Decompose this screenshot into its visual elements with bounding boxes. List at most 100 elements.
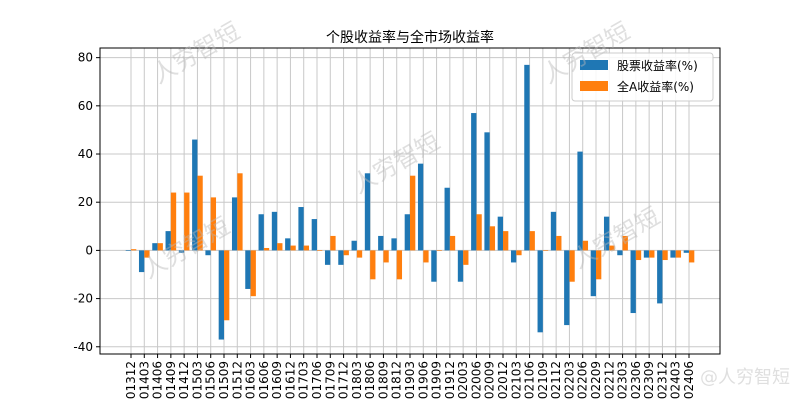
x-tick-label: 201312 <box>124 361 138 400</box>
bar-stock-return <box>590 250 596 297</box>
legend-label: 股票收益率(%) <box>617 58 698 73</box>
bar-stock-return <box>138 250 145 273</box>
bar-stock-return <box>550 211 557 251</box>
x-tick-label: 201609 <box>270 361 284 400</box>
x-tick-label: 202303 <box>616 361 630 400</box>
bar-stock-return <box>152 243 158 251</box>
x-tick-label: 201809 <box>376 361 390 400</box>
x-tick-label: 202203 <box>562 361 576 400</box>
x-tick-label: 201709 <box>323 361 337 400</box>
bar-stock-return <box>245 250 251 289</box>
bar-market-return <box>317 250 323 251</box>
x-tick-label: 201612 <box>283 361 297 400</box>
bar-stock-return <box>683 250 689 253</box>
bar-stock-return <box>564 250 570 326</box>
bar-stock-return <box>324 250 331 265</box>
bar-series <box>125 64 695 340</box>
bar-stock-return <box>484 132 490 251</box>
x-tick-label: 201509 <box>217 361 231 400</box>
x-tick-label: 201909 <box>430 361 444 400</box>
y-tick-label: -20 <box>73 292 93 306</box>
bar-market-return <box>503 231 509 251</box>
x-tick-label: 201906 <box>416 361 430 400</box>
bar-stock-return <box>351 240 357 251</box>
bar-stock-return <box>457 250 464 282</box>
x-tick-label: 201706 <box>310 361 324 400</box>
bar-market-return <box>356 250 363 258</box>
bar-stock-return <box>125 250 131 251</box>
chart-title: 个股收益率与全市场收益率 <box>326 29 494 46</box>
bar-market-return <box>635 250 642 261</box>
x-tick-label: 201403 <box>137 361 151 400</box>
legend-label: 全A收益率(%) <box>617 79 694 94</box>
bar-stock-return <box>298 207 304 251</box>
bar-stock-return <box>285 238 291 251</box>
bar-stock-return <box>258 214 264 251</box>
bar-market-return <box>144 250 150 258</box>
y-tick-label: 80 <box>78 51 93 65</box>
y-tick-label: 0 <box>85 243 93 257</box>
bar-market-return <box>689 250 695 263</box>
bar-market-return <box>662 250 668 261</box>
x-tick-label: 202103 <box>509 361 523 400</box>
watermark-text: 人穷智短 <box>347 127 444 199</box>
bar-market-return <box>622 235 628 251</box>
bar-stock-return <box>497 216 503 251</box>
x-tick-label: 201406 <box>151 361 165 400</box>
bar-stock-return <box>431 250 437 282</box>
bar-stock-return <box>165 231 171 251</box>
bar-market-return <box>449 235 456 251</box>
bar-market-return <box>436 250 442 251</box>
x-tick-label: 201512 <box>230 361 244 400</box>
x-tick-label: 202206 <box>576 361 590 400</box>
x-tick-label: 202403 <box>669 361 683 400</box>
y-tick-label: 40 <box>78 147 93 161</box>
x-tick-label: 202306 <box>629 361 643 400</box>
bar-stock-return <box>444 187 450 251</box>
bar-market-return <box>649 250 655 258</box>
y-tick-label: 20 <box>78 195 93 209</box>
bar-stock-return <box>378 235 384 251</box>
bar-stock-return <box>643 250 650 258</box>
bar-stock-return <box>524 64 530 251</box>
bar-stock-return <box>311 219 317 251</box>
x-tick-label: 201812 <box>390 361 404 400</box>
bar-stock-return <box>404 214 410 251</box>
x-tick-label: 202009 <box>483 361 497 400</box>
bar-stock-return <box>338 250 344 265</box>
x-tick-label: 201412 <box>177 361 191 400</box>
bar-stock-return <box>271 211 278 251</box>
legend-swatch <box>580 60 608 70</box>
bar-market-return <box>224 250 230 321</box>
bar-market-return <box>596 250 602 280</box>
bar-market-return <box>277 243 283 251</box>
bar-stock-return <box>192 139 198 251</box>
x-tick-label: 201409 <box>164 361 178 400</box>
bar-stock-return <box>577 151 583 251</box>
x-tick-label: 201506 <box>204 361 218 400</box>
x-tick-label: 201912 <box>443 361 457 400</box>
x-tick-label: 202209 <box>589 361 603 400</box>
bar-market-return <box>396 250 403 280</box>
bar-market-return <box>290 245 296 251</box>
bar-stock-return <box>218 250 224 340</box>
bar-market-return <box>237 173 243 251</box>
legend-swatch <box>580 81 608 91</box>
bar-market-return <box>516 250 522 256</box>
bar-stock-return <box>231 197 238 251</box>
x-tick-label: 201503 <box>190 361 204 400</box>
bar-market-return <box>303 245 310 251</box>
bar-market-return <box>556 235 562 251</box>
bar-market-return <box>210 197 217 251</box>
watermark-text: 人穷智短 <box>147 17 244 89</box>
bar-market-return <box>184 192 190 251</box>
x-tick-label: 202006 <box>469 361 483 400</box>
bar-stock-return <box>630 250 636 314</box>
bar-market-return <box>410 175 416 251</box>
x-tick-label: 202406 <box>682 361 696 400</box>
bar-stock-return <box>471 113 477 251</box>
x-tick-label: 202106 <box>523 361 537 400</box>
y-tick-label: -40 <box>73 340 93 354</box>
